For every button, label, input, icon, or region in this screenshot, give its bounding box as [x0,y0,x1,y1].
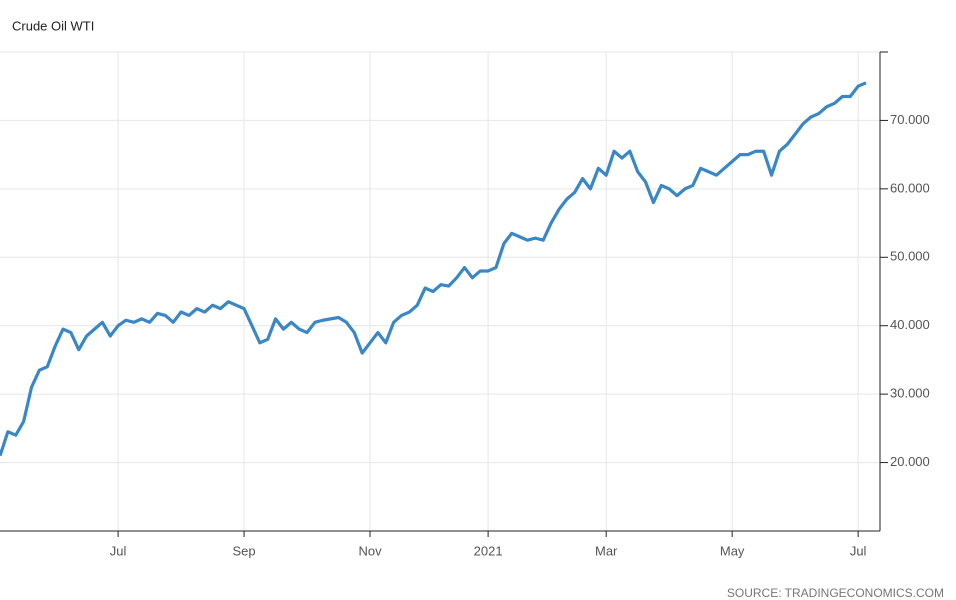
y-tick-label: 20.000 [890,454,930,469]
data-line [0,81,867,457]
x-tick-label: Sep [232,543,255,558]
x-tick-label: Jul [850,543,867,558]
y-tick-label: 30.000 [890,386,930,401]
chart-title: Crude Oil WTI [12,18,94,33]
y-tick-label: 40.000 [890,317,930,332]
x-tick-label: Nov [358,543,382,558]
x-tick-label: Jul [110,543,127,558]
x-tick-label: May [720,543,745,558]
x-tick-label: 2021 [474,543,503,558]
y-tick-label: 50.000 [890,249,930,264]
y-tick-label: 70.000 [890,112,930,127]
source: SOURCE: TRADINGECONOMICS.COM [727,586,944,600]
y-tick-label: 60.000 [890,180,930,195]
x-tick-label: Mar [595,543,618,558]
